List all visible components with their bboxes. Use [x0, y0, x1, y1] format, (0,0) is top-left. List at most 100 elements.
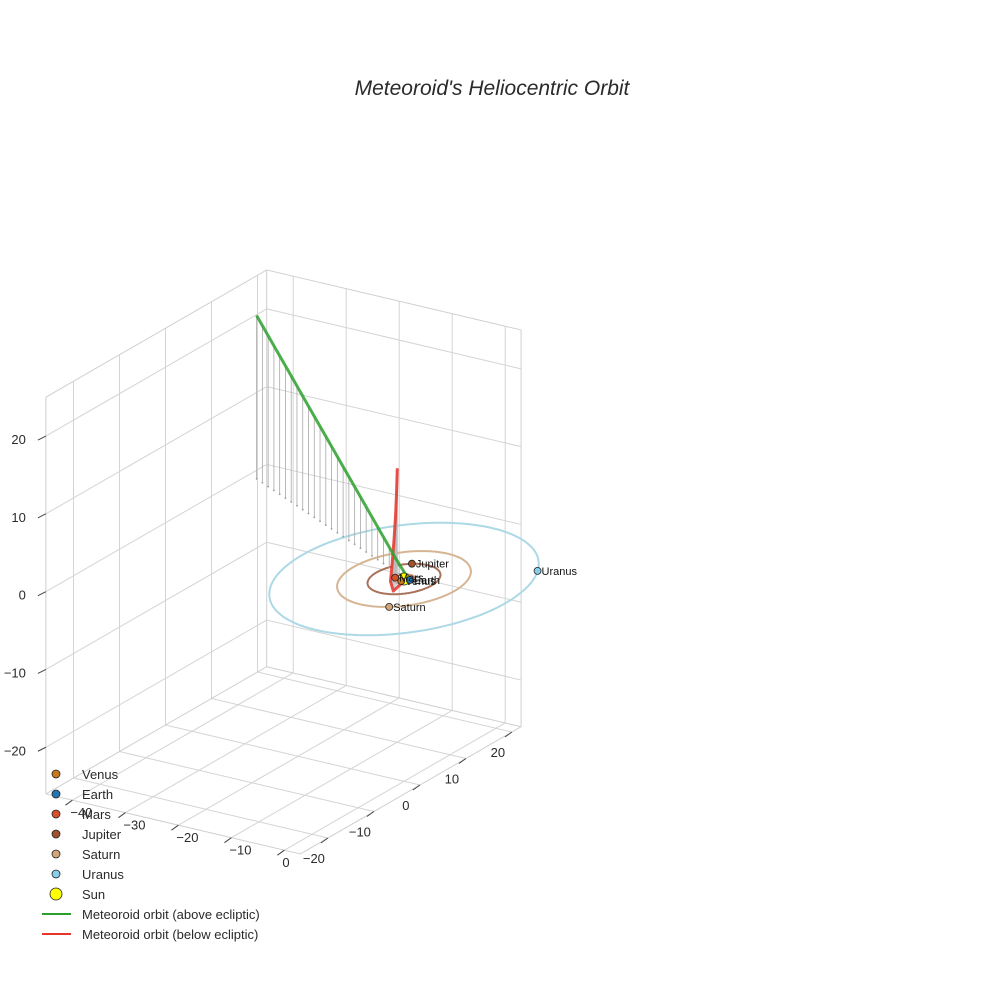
planet-label-uranus: Uranus [542, 566, 578, 578]
legend-swatch [51, 809, 61, 819]
tick-mark [224, 837, 232, 844]
drop-line-foot [376, 558, 379, 561]
drop-line-foot [301, 508, 304, 511]
grid-line [165, 724, 421, 786]
legend-item-mars: Mars [51, 807, 111, 822]
tick-label: −30 [123, 818, 145, 833]
grid-line [266, 619, 522, 681]
planet-label-saturn: Saturn [393, 602, 425, 614]
drop-line-foot [353, 543, 356, 546]
grid-line [266, 463, 522, 525]
drop-line-foot [359, 547, 362, 550]
legend-swatch [51, 789, 61, 799]
drop-line-foot [255, 477, 258, 480]
grid-line [178, 697, 400, 826]
tick-mark [320, 837, 329, 844]
tick-mark [37, 669, 47, 674]
legend-item-meteoroid-orbit-above-ecliptic: Meteoroid orbit (above ecliptic) [42, 907, 260, 922]
drop-line-foot [261, 481, 264, 484]
legend-swatch [51, 829, 61, 839]
meteoroid-trajectory [255, 314, 409, 593]
tick-mark [118, 812, 126, 819]
legend-label: Uranus [82, 867, 124, 882]
drop-line-foot [336, 531, 339, 534]
grid-line [45, 464, 267, 593]
tick-mark [366, 811, 375, 817]
drop-line-foot [313, 516, 316, 519]
axis-edge [45, 793, 301, 855]
drop-line-foot [267, 485, 270, 488]
legend-label: Venus [82, 767, 119, 782]
legend-swatch [49, 887, 63, 901]
planet-mars [391, 573, 400, 582]
orbit-uranus [268, 521, 540, 637]
tick-mark [65, 799, 73, 806]
legend-item-sun: Sun [49, 887, 105, 902]
drop-line-foot [398, 572, 400, 575]
legend-swatch [51, 869, 61, 879]
drop-line-foot [296, 504, 298, 507]
legend-label: Sun [82, 887, 105, 902]
drop-lines [255, 315, 408, 592]
legend-label: Saturn [82, 847, 120, 862]
tick-label: 10 [445, 772, 459, 787]
tick-label: −20 [303, 851, 325, 866]
tick-label: −10 [4, 665, 26, 680]
planet-venus [397, 577, 406, 585]
planet-label-mars: Mars [399, 573, 424, 585]
planet-label-earth: Earth [414, 575, 440, 587]
grid-line [125, 685, 347, 814]
drop-line-foot [284, 497, 287, 500]
tick-label: 0 [402, 798, 409, 813]
axis-edge [45, 666, 267, 795]
drop-line-foot [319, 520, 321, 523]
grid-line [284, 722, 506, 851]
tick-mark [458, 758, 467, 764]
drop-line-foot [388, 566, 391, 569]
tick-mark [412, 784, 421, 791]
grid-line [45, 386, 267, 515]
planet-uranus [533, 567, 542, 575]
axis-edge [266, 269, 522, 331]
grid-line [45, 541, 267, 670]
drop-line-foot [324, 524, 327, 526]
legend-label: Mars [82, 807, 111, 822]
legend-item-uranus: Uranus [51, 867, 124, 882]
legend-swatch [51, 769, 61, 779]
legend-label: Meteoroid orbit (below ecliptic) [82, 927, 258, 942]
planet-earth [405, 576, 414, 584]
legend: Venus Earth Mars Jupiter Saturn Uranus Sun Mete… [42, 767, 260, 942]
legend-label: Earth [82, 787, 113, 802]
drop-line-foot [342, 535, 344, 538]
tick-label: 20 [491, 745, 505, 760]
grid-line [72, 672, 294, 801]
grid-line [211, 698, 467, 760]
legend-label: Jupiter [82, 827, 122, 842]
drop-line-foot [365, 551, 368, 553]
meteoroid-orbit-above [255, 314, 409, 578]
drop-line-foot [371, 554, 373, 557]
tick-label: −20 [176, 830, 198, 845]
tick-label: −10 [349, 825, 371, 840]
grid [45, 269, 522, 855]
legend-item-earth: Earth [51, 787, 113, 802]
tick-label: 0 [282, 855, 289, 870]
tick-label: −20 [4, 743, 26, 758]
legend-item-meteoroid-orbit-below-ecliptic: Meteoroid orbit (below ecliptic) [42, 927, 258, 942]
orbit-jupiter [366, 562, 442, 596]
tick-label: −10 [229, 843, 251, 858]
grid-line [266, 386, 522, 448]
tick-mark [37, 591, 47, 597]
axis-edge [45, 269, 267, 398]
legend-item-saturn: Saturn [51, 847, 120, 862]
planet-jupiter [408, 559, 416, 568]
legend-item-jupiter: Jupiter [51, 827, 122, 842]
axis-edge [266, 666, 522, 728]
legend-item-venus: Venus [51, 767, 119, 782]
tick-label: 0 [19, 588, 26, 603]
grid-line [73, 777, 329, 839]
legend-swatch [51, 849, 61, 859]
tick-label: 10 [11, 510, 25, 525]
